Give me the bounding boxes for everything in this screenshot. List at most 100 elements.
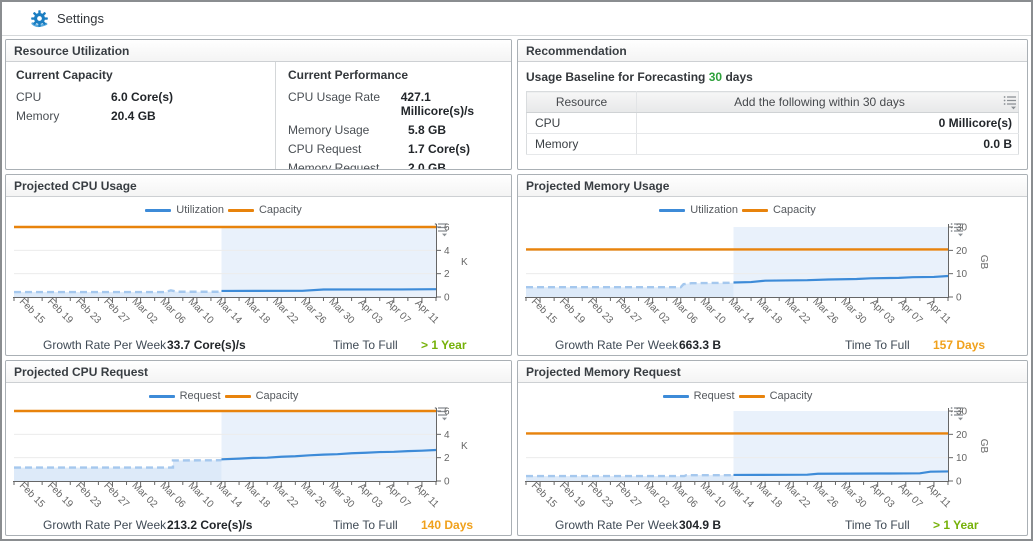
perf-cpu-request-value: 1.7 Core(s)	[408, 142, 471, 156]
usage-baseline-line: Usage Baseline for Forecasting 30 days	[526, 70, 1019, 84]
chart-customizer-icon[interactable]	[949, 221, 965, 237]
svg-text:GB: GB	[978, 439, 989, 454]
capacity-memory-label: Memory	[16, 109, 60, 123]
capacity-memory-value: 20.4 GB	[111, 109, 156, 123]
table-customizer-icon[interactable]	[1002, 94, 1018, 110]
perf-cpu-usage-rate-value: 427.1 Millicore(s)/s	[400, 90, 475, 118]
baseline-suffix: days	[725, 70, 753, 84]
row-cpu-label: CPU	[526, 112, 637, 134]
svg-text:Apr 11: Apr 11	[924, 298, 952, 326]
panel-projected-cpu-request: Projected CPU Request Request Capacity 0…	[5, 360, 512, 536]
time-to-full-value: 157 Days	[933, 338, 986, 352]
chart-body: Utilization Capacity 0 2 4 6 K Feb 15 Feb 19 Fe…	[6, 197, 511, 355]
panel-title-projected-memory-usage: Projected Memory Usage	[518, 175, 1027, 197]
chart-legend: Utilization Capacity	[6, 204, 441, 216]
svg-text:0: 0	[956, 477, 962, 488]
performance-row: CPU Request 1.7 Core(s)	[288, 142, 501, 156]
baseline-days-value: 30	[708, 70, 723, 84]
time-to-full-value: > 1 Year	[421, 338, 467, 352]
performance-row: Memory Request 2.0 GB	[288, 161, 501, 170]
perf-memory-usage-label: Memory Usage	[288, 123, 370, 137]
time-to-full-label: Time To Full	[845, 518, 910, 532]
time-to-full-value: 140 Days	[421, 518, 474, 532]
row-memory-label: Memory	[526, 133, 637, 155]
svg-text:Apr 07: Apr 07	[896, 298, 925, 327]
chart-customizer-icon[interactable]	[949, 405, 965, 421]
legend-label: Capacity	[769, 390, 813, 402]
row-memory-value: 0.0 B	[636, 133, 1019, 155]
current-capacity-column: Current Capacity CPU 6.0 Core(s) Memory …	[6, 62, 276, 169]
growth-rate-value: 33.7 Core(s)/s	[167, 338, 246, 352]
resource-utilization-body: Current Capacity CPU 6.0 Core(s) Memory …	[6, 62, 511, 170]
col-header-resource: Resource	[526, 91, 637, 113]
time-to-full-value: > 1 Year	[933, 518, 979, 532]
col-header-add-following: Add the following within 30 days	[636, 91, 1019, 113]
utilization-legend-swatch	[659, 208, 686, 212]
time-to-full-label: Time To Full	[333, 338, 398, 352]
panel-title-resource-utilization: Resource Utilization	[6, 40, 511, 62]
capacity-row-cpu: CPU 6.0 Core(s)	[16, 90, 265, 104]
legend-label: Capacity	[255, 390, 299, 402]
current-performance-heading: Current Performance	[288, 68, 409, 82]
panel-grid: Resource Utilization Current Capacity CP…	[5, 39, 1028, 536]
svg-text:30: 30	[956, 407, 968, 418]
recommendation-table: Resource Add the following within 30 day…	[526, 91, 1019, 155]
svg-text:0: 0	[444, 477, 450, 488]
chart-legend: Request Capacity	[518, 390, 957, 402]
panel-title-projected-cpu-request: Projected CPU Request	[6, 361, 511, 383]
panel-projected-memory-usage: Projected Memory Usage Utilization Capac…	[517, 174, 1028, 356]
svg-text:Apr 11: Apr 11	[924, 482, 952, 510]
capacity-legend-swatch	[738, 394, 765, 398]
perf-cpu-usage-rate-label: CPU Usage Rate	[288, 90, 381, 104]
capacity-cpu-value: 6.0 Core(s)	[111, 90, 174, 104]
time-to-full-label: Time To Full	[333, 518, 398, 532]
svg-text:10: 10	[956, 453, 968, 464]
svg-text:K: K	[461, 441, 468, 452]
request-legend-swatch	[148, 394, 175, 398]
toolbar: Settings	[2, 2, 1031, 36]
chart-stats: Growth Rate Per Week 663.3 B Time To Ful…	[518, 338, 1027, 352]
panel-title-projected-cpu-usage: Projected CPU Usage	[6, 175, 511, 197]
growth-rate-label: Growth Rate Per Week	[555, 518, 679, 532]
perf-memory-request-value: 2.0 GB	[408, 161, 447, 170]
capacity-legend-swatch	[227, 208, 254, 212]
chart-body: Request Capacity 0 2 4 6 K Feb 15 Feb 19 Feb 23…	[6, 383, 511, 535]
legend-label: Capacity	[258, 204, 302, 216]
table-row: CPU 0 Millicore(s)	[526, 112, 1019, 134]
svg-text:Apr 03: Apr 03	[868, 482, 897, 511]
growth-rate-value: 304.9 B	[679, 518, 722, 532]
panel-recommendation: Recommendation Usage Baseline for Foreca…	[517, 39, 1028, 170]
page-title[interactable]: Settings	[57, 11, 104, 26]
legend-label: Request	[179, 390, 221, 402]
chart-body: Utilization Capacity 0 10 20 30 GB Feb 15 Feb …	[518, 197, 1027, 355]
growth-rate-label: Growth Rate Per Week	[43, 338, 167, 352]
svg-text:4: 4	[444, 430, 450, 441]
settings-gear-icon[interactable]	[30, 9, 49, 28]
chart-stats: Growth Rate Per Week 304.9 B Time To Ful…	[518, 518, 1027, 532]
request-legend-swatch	[662, 394, 689, 398]
recommendation-body: Usage Baseline for Forecasting 30 days R…	[518, 62, 1027, 169]
svg-text:Apr 07: Apr 07	[384, 298, 413, 327]
perf-memory-request-label: Memory Request	[288, 161, 380, 170]
row-cpu-value: 0 Millicore(s)	[636, 112, 1019, 134]
growth-rate-value: 663.3 B	[679, 338, 722, 352]
chart-body: Request Capacity 0 10 20 30 GB Feb 15 Feb 19 Fe…	[518, 383, 1027, 535]
perf-cpu-request-label: CPU Request	[288, 142, 362, 156]
chart-legend: Request Capacity	[6, 390, 441, 402]
svg-text:20: 20	[956, 430, 968, 441]
baseline-prefix: Usage Baseline for Forecasting	[526, 70, 706, 84]
legend-label: Utilization	[176, 204, 224, 216]
performance-row: CPU Usage Rate 427.1 Millicore(s)/s	[288, 90, 501, 118]
table-row: Memory 0.0 B	[526, 133, 1019, 155]
svg-text:4: 4	[444, 246, 450, 257]
current-capacity-heading: Current Capacity	[16, 68, 113, 82]
performance-row: Memory Usage 5.8 GB	[288, 123, 501, 137]
utilization-legend-swatch	[145, 208, 172, 212]
chart-stats: Growth Rate Per Week 33.7 Core(s)/s Time…	[6, 338, 511, 352]
svg-text:K: K	[461, 257, 468, 268]
svg-text:6: 6	[444, 407, 450, 418]
legend-label: Utilization	[690, 204, 738, 216]
capacity-cpu-label: CPU	[16, 90, 42, 104]
